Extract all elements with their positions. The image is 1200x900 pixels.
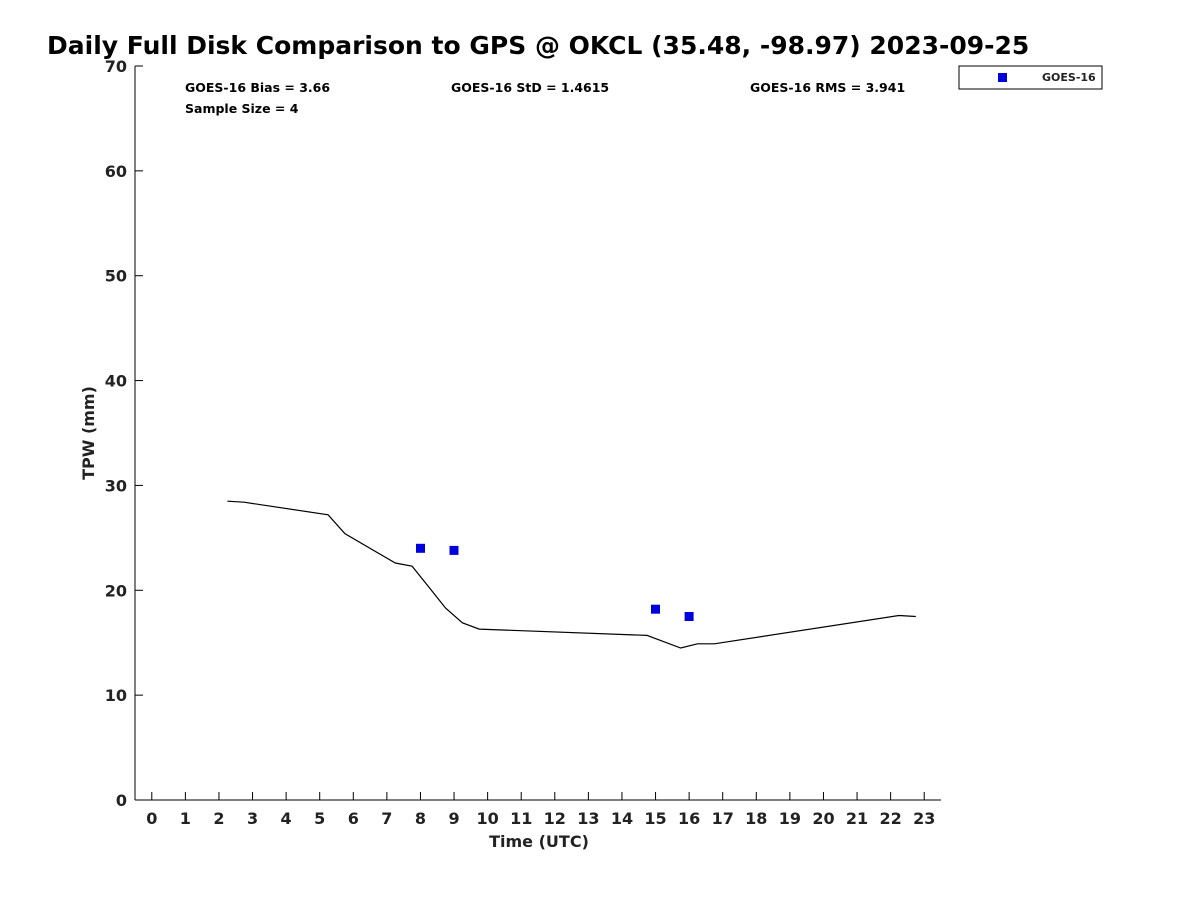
plot-series <box>227 500 916 649</box>
y-tick-label: 30 <box>105 476 127 495</box>
chart-title: Daily Full Disk Comparison to GPS @ OKCL… <box>47 31 1029 60</box>
y-axis-label: TPW (mm) <box>79 386 98 480</box>
x-axis-label: Time (UTC) <box>489 832 589 851</box>
y-tick-label: 20 <box>105 581 127 600</box>
std-stat: GOES-16 StD = 1.4615 <box>451 80 609 95</box>
x-tick-label: 4 <box>281 809 292 828</box>
x-tick-label: 17 <box>712 809 734 828</box>
x-tick-label: 6 <box>348 809 359 828</box>
x-tick-label: 5 <box>314 809 325 828</box>
x-tick-label: 0 <box>146 809 157 828</box>
x-tick-label: 14 <box>611 809 633 828</box>
y-tick-label: 70 <box>105 57 127 76</box>
x-tick-label: 3 <box>247 809 258 828</box>
x-tick-label: 12 <box>544 809 566 828</box>
sample-size-stat: Sample Size = 4 <box>185 101 299 116</box>
x-tick-label: 23 <box>913 809 935 828</box>
x-tick-label: 1 <box>180 809 191 828</box>
x-tick-label: 20 <box>812 809 834 828</box>
x-tick-label: 22 <box>879 809 901 828</box>
y-tick-label: 50 <box>105 267 127 286</box>
x-tick-label: 16 <box>678 809 700 828</box>
x-tick-label: 18 <box>745 809 767 828</box>
goes16-data-point <box>449 545 459 555</box>
x-tick-label: 15 <box>644 809 666 828</box>
goes16-data-point <box>416 543 425 553</box>
goes16-data-point <box>684 612 694 621</box>
x-tick-label: 11 <box>510 809 532 828</box>
legend-marker-goes16 <box>998 73 1007 82</box>
x-tick-label: 8 <box>415 809 426 828</box>
x-tick-label: 10 <box>476 809 498 828</box>
y-tick-label: 60 <box>105 162 127 181</box>
x-tick-label: 9 <box>448 809 459 828</box>
y-tick-label: 0 <box>116 791 127 810</box>
x-tick-label: 2 <box>213 809 224 828</box>
bias-stat: GOES-16 Bias = 3.66 <box>185 80 330 95</box>
x-tick-label: 13 <box>577 809 599 828</box>
legend: GOES-16 <box>958 65 1103 90</box>
x-tick-label: 19 <box>779 809 801 828</box>
gps-tpw-line <box>227 500 916 649</box>
legend-label-goes16: GOES-16 <box>1042 71 1096 84</box>
goes16-data-point <box>651 604 660 614</box>
y-tick-label: 40 <box>105 372 127 391</box>
legend-box <box>958 65 1103 90</box>
x-tick-label: 7 <box>381 809 392 828</box>
rms-stat: GOES-16 RMS = 3.941 <box>750 80 905 95</box>
x-tick-label: 21 <box>846 809 868 828</box>
y-tick-label: 10 <box>105 686 127 705</box>
